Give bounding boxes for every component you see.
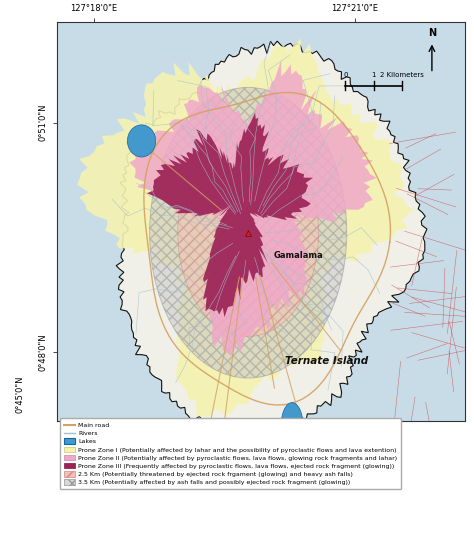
Ellipse shape <box>150 87 347 378</box>
Text: Ternate Island: Ternate Island <box>285 356 368 367</box>
Polygon shape <box>147 112 313 317</box>
Polygon shape <box>116 41 427 445</box>
Ellipse shape <box>281 403 303 448</box>
Ellipse shape <box>128 125 155 157</box>
Polygon shape <box>77 39 414 417</box>
Text: 0°45'0"N: 0°45'0"N <box>16 376 25 413</box>
Text: Gamalama: Gamalama <box>273 251 323 260</box>
Polygon shape <box>129 60 377 356</box>
Text: 2 Kilometers: 2 Kilometers <box>380 72 424 78</box>
Text: N: N <box>428 27 436 38</box>
Ellipse shape <box>178 129 319 336</box>
Text: 1: 1 <box>371 72 376 78</box>
Text: 0: 0 <box>343 72 347 78</box>
Legend: Main road, Rivers, Lakes, Prone Zone I (Potentially affected by lahar and the po: Main road, Rivers, Lakes, Prone Zone I (… <box>60 418 401 489</box>
